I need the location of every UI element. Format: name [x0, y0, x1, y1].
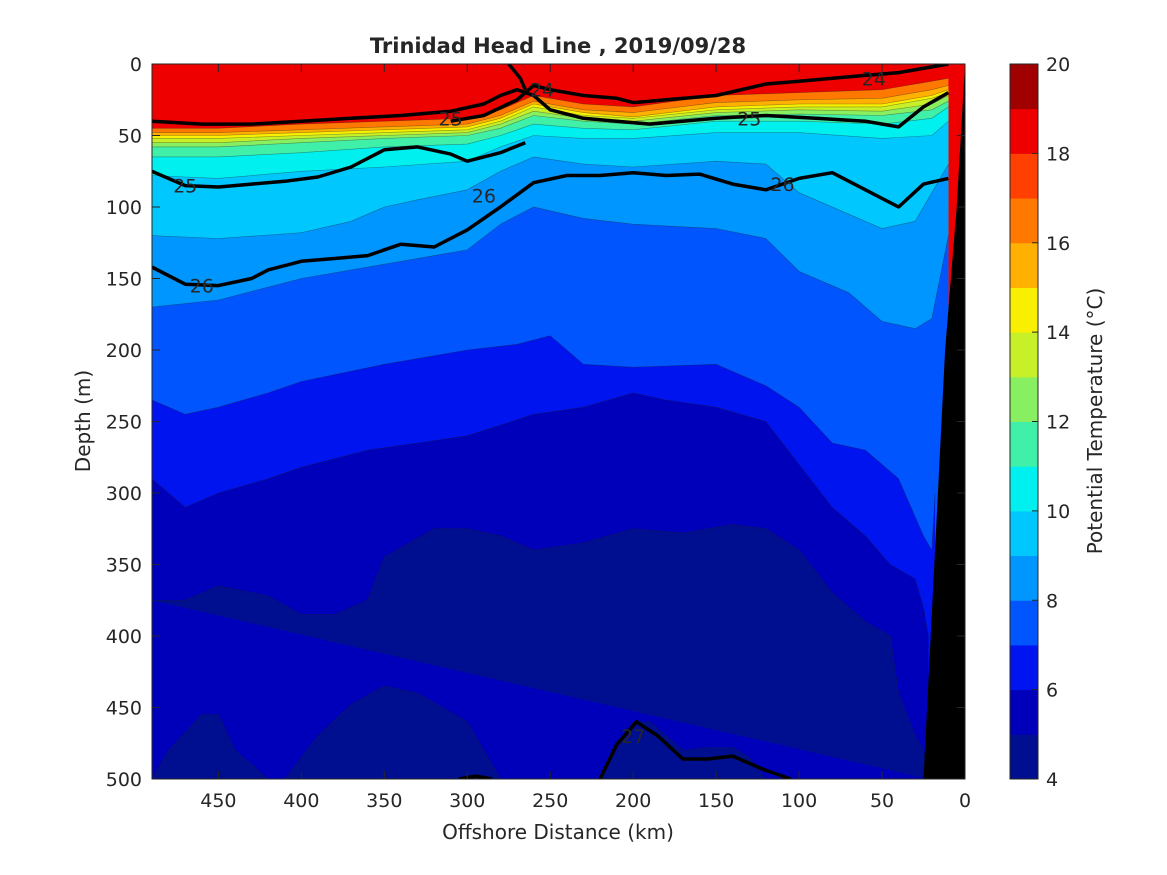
colorbar-tick-label: 8	[1046, 590, 1058, 612]
land-mask	[923, 64, 965, 779]
x-axis-label: Offshore Distance (km)	[442, 820, 674, 844]
colorbar: 4 6 8 10 12 14 16 18 20 Potential Temperature (°…	[1009, 54, 1107, 791]
y-tick-label: 500	[106, 769, 142, 791]
y-tick-label: 200	[106, 340, 142, 362]
continental-shelf	[923, 64, 965, 779]
colorbar-band	[1010, 555, 1038, 601]
density-contour-25-2	[152, 87, 950, 129]
colorbar-tick-label: 18	[1046, 143, 1070, 165]
isotherm-line-5	[152, 100, 949, 148]
density-contour-labels: 24 24 25 25 25 26 26 26 27	[173, 68, 886, 748]
colorbar-band	[1010, 510, 1038, 557]
colorbar-band	[1010, 734, 1038, 780]
x-tick-label: 200	[615, 790, 651, 812]
density-label-26: 26	[190, 276, 214, 298]
temperature-band-14	[284, 686, 501, 779]
density-contour-27-5	[598, 720, 792, 779]
x-tick-label: 400	[283, 790, 319, 812]
colorbar-tick-label: 12	[1046, 412, 1070, 434]
isotherm-line-14	[284, 685, 501, 779]
density-contour-25-3	[152, 141, 526, 189]
isotherm-line-13	[152, 714, 269, 779]
x-tick-label: 450	[200, 790, 236, 812]
colorbar-band	[1010, 466, 1038, 512]
colorbar-band	[1010, 108, 1038, 154]
temperature-band-15	[600, 721, 766, 779]
density-label-24: 24	[530, 80, 554, 102]
section-plot: 24 24 25 25 25 26 26 26 27	[151, 63, 966, 780]
colorbar-bands	[1010, 64, 1038, 780]
y-tick-label: 150	[106, 269, 142, 291]
isotherm-line-6	[152, 106, 949, 158]
isotherm-line-0	[152, 78, 949, 129]
colorbar-band	[1010, 287, 1038, 333]
x-tick-label: 350	[366, 790, 402, 812]
colorbar-label: Potential Temperature (°C)	[1083, 288, 1107, 555]
chart-title: Trinidad Head Line , 2019/09/28	[370, 34, 746, 58]
y-tick-label: 450	[106, 698, 142, 720]
isotherm-line-1	[152, 85, 949, 133]
x-tick-label: 100	[781, 790, 817, 812]
isotherm-lines	[152, 78, 949, 779]
isotherm-line-11	[152, 392, 929, 637]
density-label-27: 27	[621, 726, 645, 748]
density-contour-26-4	[152, 170, 949, 288]
isotherm-line-10	[152, 335, 936, 552]
isotherm-line-2	[152, 89, 949, 136]
colorbar-band	[1010, 421, 1038, 467]
colorbar-tick-label: 4	[1046, 769, 1058, 791]
x-tick-label: 150	[698, 790, 734, 812]
density-label-25: 25	[737, 108, 761, 130]
x-tick-label: 300	[449, 790, 485, 812]
colorbar-tick-label: 16	[1046, 233, 1070, 255]
y-tick-label: 100	[106, 197, 142, 219]
density-label-25: 25	[173, 176, 197, 198]
density-contour-24-1	[507, 64, 527, 91]
isotherm-line-12	[152, 524, 929, 779]
y-tick-label: 300	[106, 483, 142, 505]
temperature-band-13	[152, 714, 269, 779]
colorbar-tick-label: 14	[1046, 322, 1070, 344]
colorbar-band	[1010, 376, 1038, 422]
y-tick-label: 250	[106, 412, 142, 434]
y-tick-label: 400	[106, 626, 142, 648]
colorbar-band	[1010, 332, 1038, 378]
colorbar-band	[1010, 644, 1038, 691]
colorbar-band	[1010, 242, 1038, 288]
colorbar-band	[1010, 64, 1038, 110]
colorbar-band	[1010, 689, 1038, 735]
x-tick-label: 50	[870, 790, 894, 812]
y-tick-label: 350	[106, 555, 142, 577]
x-tick-label: 0	[959, 790, 971, 812]
colorbar-tick-label: 20	[1046, 54, 1070, 76]
density-contour-24-0	[450, 64, 949, 123]
density-label-26: 26	[770, 174, 794, 196]
isotherm-line-4	[152, 95, 949, 143]
y-tick-label: 50	[118, 126, 142, 148]
colorbar-band	[1010, 153, 1038, 199]
temperature-band-12	[152, 524, 929, 779]
density-contour-27-6	[458, 774, 493, 779]
density-label-24: 24	[862, 68, 886, 90]
colorbar-band	[1010, 600, 1038, 646]
colorbar-tick-label: 10	[1046, 501, 1070, 523]
colorbar-tick-label: 6	[1046, 680, 1058, 702]
y-tick-label: 0	[130, 54, 142, 76]
density-label-26: 26	[472, 186, 496, 208]
isotherm-line-8	[152, 156, 949, 239]
colorbar-band	[1010, 198, 1038, 244]
x-axis: 450 400 350 300 250 200 150 100 50 0	[200, 64, 971, 812]
isotherm-line-9	[152, 206, 949, 329]
y-axis-label: Depth (m)	[71, 370, 95, 472]
y-axis: 0 50 100 150 200 250 300 350 400 450 500	[106, 54, 965, 791]
colorbar-ticks: 4 6 8 10 12 14 16 18 20	[1032, 54, 1070, 791]
isotherm-line-7	[152, 120, 949, 179]
x-tick-label: 250	[532, 790, 568, 812]
temperature-fill-layer	[152, 64, 965, 779]
density-label-25: 25	[439, 108, 463, 130]
density-contour-lines	[152, 64, 950, 779]
